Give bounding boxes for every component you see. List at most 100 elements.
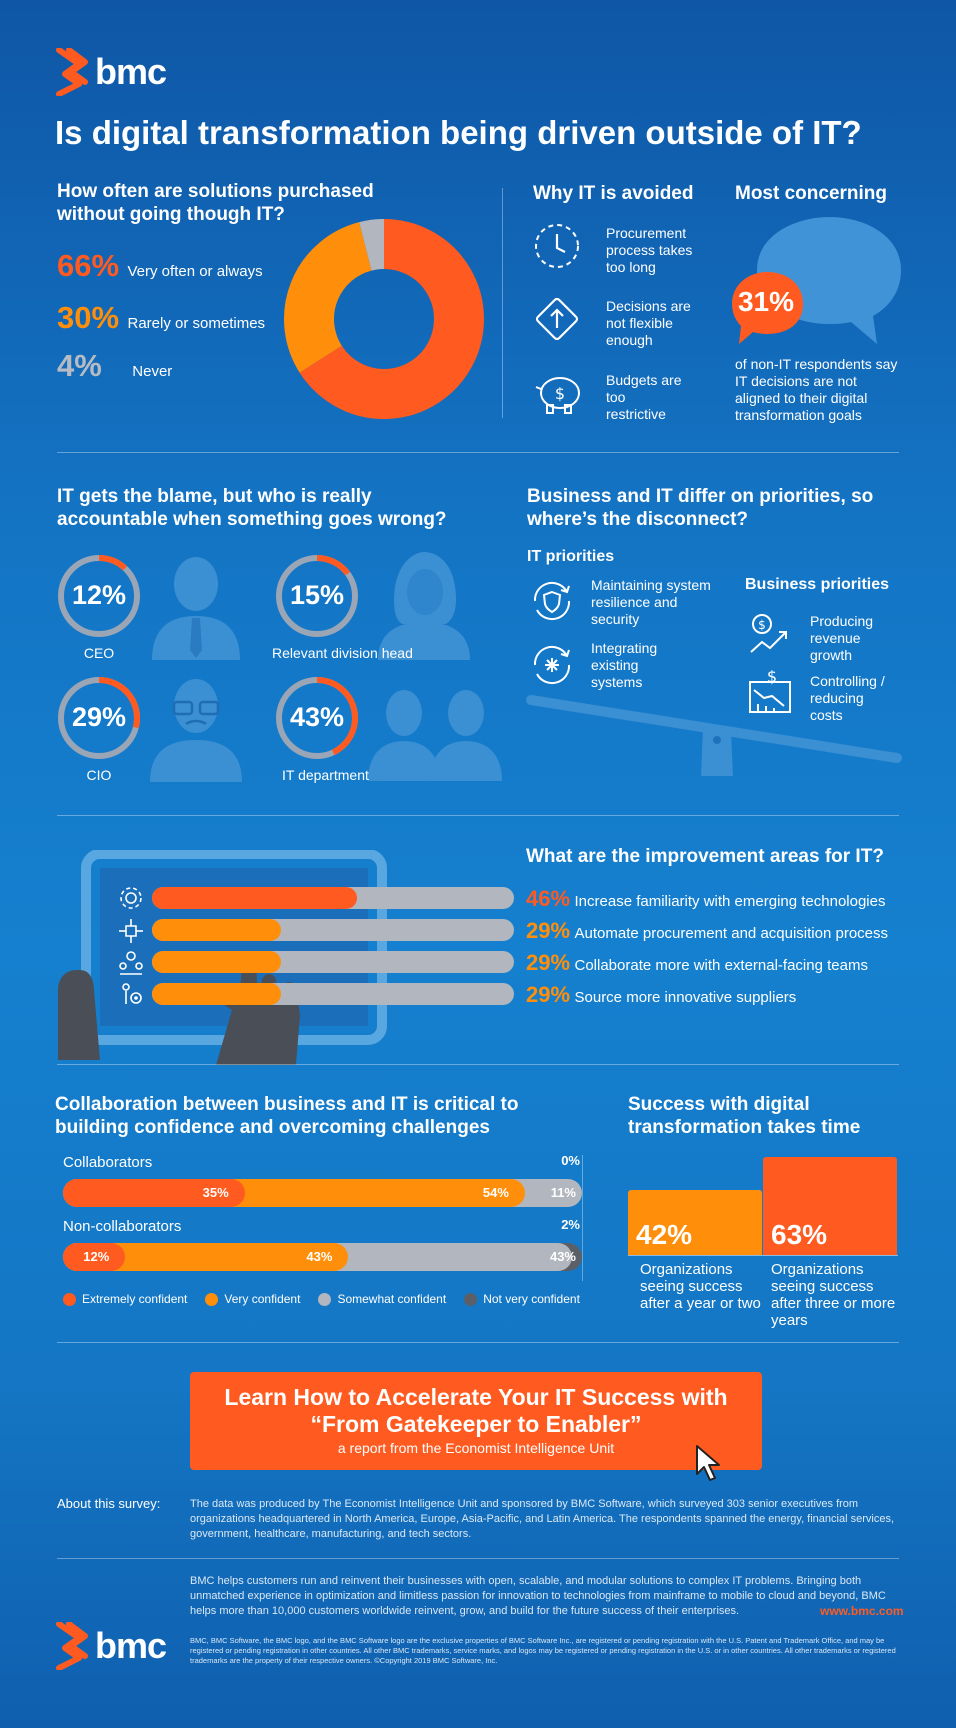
ring-division-head [276,555,358,637]
confidence-segment [63,1179,245,1207]
purchase-label: Very often or always [127,263,263,280]
why-item: Procurement process takes too long [606,225,693,275]
cta-line-3: a report from the Economist Intelligence… [337,1440,615,1456]
business-priority-item: Producing revenue growth [810,613,874,663]
ring-ceo [58,555,140,637]
confidence-value: 12% [83,1249,110,1264]
confidence-value: 43% [306,1249,333,1264]
bmc-logo: bmc [55,48,167,96]
purchase-pct: 66% [57,248,120,283]
legend-label: Extremely confident [82,1292,188,1306]
shield-refresh-icon [527,576,577,626]
legend-item: Somewhat confident [318,1292,446,1306]
blame-heading: IT gets the blame, but who is really acc… [57,486,447,530]
about-label: About this survey: [57,1496,161,1511]
ring-arc [98,677,140,729]
why-item: Budgets are too restrictive [606,372,682,422]
legend-label: Somewhat confident [337,1292,447,1306]
improve-label: Increase familiarity with emerging techn… [574,893,886,910]
success-bar: 63% [763,1157,897,1255]
confidence-bar-row: 35% 54% 11% 0% [63,1153,582,1207]
purchase-pct: 30% [57,300,120,335]
purchase-stat-3: 4% Never [57,348,172,384]
improve-item: 29% Automate procurement and acquisition… [526,918,888,944]
cta-line-1: Learn How to Accelerate Your IT Success … [224,1384,728,1410]
business-priority-item: Controlling / reducing costs [810,673,885,723]
priorities-heading: Business and IT differ on priorities, so… [527,486,874,530]
success-heading: Success with digital transformation take… [628,1094,861,1138]
footer-legal: BMC, BMC Software, the BMC logo, and the… [190,1636,896,1665]
team-icon [118,950,144,976]
legend-item: Not very confident [464,1292,580,1306]
confidence-bar-row: 12% 43% 43% 2% [63,1217,582,1271]
purchase-donut-chart [284,219,484,419]
page-title: Is digital transformation being driven o… [55,114,862,151]
collab-heading: Collaboration between business and IT is… [55,1094,519,1138]
purchase-pct: 4% [57,348,102,383]
purchase-heading: How often are solutions purchased withou… [57,181,374,225]
why-heading: Why IT is avoided [533,183,694,204]
legend-label: Very confident [224,1292,301,1306]
revenue-growth-icon: $ [748,612,792,656]
clock-icon [533,222,581,270]
purchase-stat-1: 66% Very often or always [57,248,263,284]
donut-slice [284,222,373,373]
footer-bmc-logo: bmc [55,1622,167,1670]
about-text: The data was produced by The Economist I… [190,1498,894,1540]
concern-text: of non-IT respondents say IT decisions a… [735,356,898,423]
improve-pct: 29% [526,982,571,1007]
ceo-silhouette-icon [152,557,240,660]
concern-heading: Most concerning [735,183,888,204]
business-priorities-heading: Business priorities [745,576,890,593]
piggy-bank-icon: $ [533,377,580,417]
improve-item: 29% Collaborate more with external-facin… [526,950,868,976]
success-label: Organizations seeing success after three… [771,1261,896,1329]
division-head-silhouette-icon [378,552,470,660]
it-team-silhouette-icon [368,690,502,781]
confidence-value: 43% [549,1249,576,1264]
purchase-stat-2: 30% Rarely or sometimes [57,300,265,336]
ring-label: Relevant division head [272,645,413,661]
cio-silhouette-icon [150,679,242,782]
ring-value: 12% [71,580,127,610]
svg-text:$: $ [555,384,565,403]
svg-text:$: $ [767,668,777,686]
legend-swatch [464,1292,478,1306]
why-item: Decisions are not flexible enough [606,298,691,348]
cta-report-button[interactable]: Learn How to Accelerate Your IT Success … [190,1372,762,1470]
it-priority-item: Integrating existing systems [591,640,658,690]
confidence-value: 54% [482,1185,509,1200]
confidence-value: 0% [561,1153,580,1168]
improve-label: Source more innovative suppliers [574,989,797,1006]
bmc-logo-text: bmc [95,51,167,92]
improve-bar [152,919,281,941]
success-bar: 42% [628,1190,762,1255]
improve-label: Collaborate more with external-facing te… [574,957,868,974]
confidence-value: 35% [202,1185,229,1200]
supplier-icon [118,982,144,1008]
ring-arc [316,555,351,576]
purchase-label: Never [132,363,173,380]
improve-bar [152,983,281,1005]
legend-label: Not very confident [483,1292,580,1306]
bmc-logo-text: bmc [95,1625,167,1666]
collab-row-label: Collaborators [63,1154,153,1171]
ring-arc [98,555,128,571]
footer-url[interactable]: www.bmc.com [820,1604,904,1618]
it-priority-item: Maintaining system resilience and securi… [591,577,711,627]
cursor-icon [696,1445,720,1481]
legend-swatch [318,1292,332,1306]
network-icon [118,918,144,944]
it-priorities-heading: IT priorities [527,548,615,565]
improve-pct: 29% [526,950,571,975]
bmc-logo-icon [56,48,88,96]
seesaw-icon [526,695,902,776]
ring-label: CEO [83,645,115,661]
ring-value: 15% [289,580,345,610]
collab-legend: Extremely confident Very confident Somew… [63,1292,598,1306]
legend-item: Very confident [205,1292,300,1306]
improve-pct: 29% [526,918,571,943]
improve-bar [152,951,281,973]
integrate-icon [527,640,577,690]
svg-text:$: $ [758,618,766,632]
